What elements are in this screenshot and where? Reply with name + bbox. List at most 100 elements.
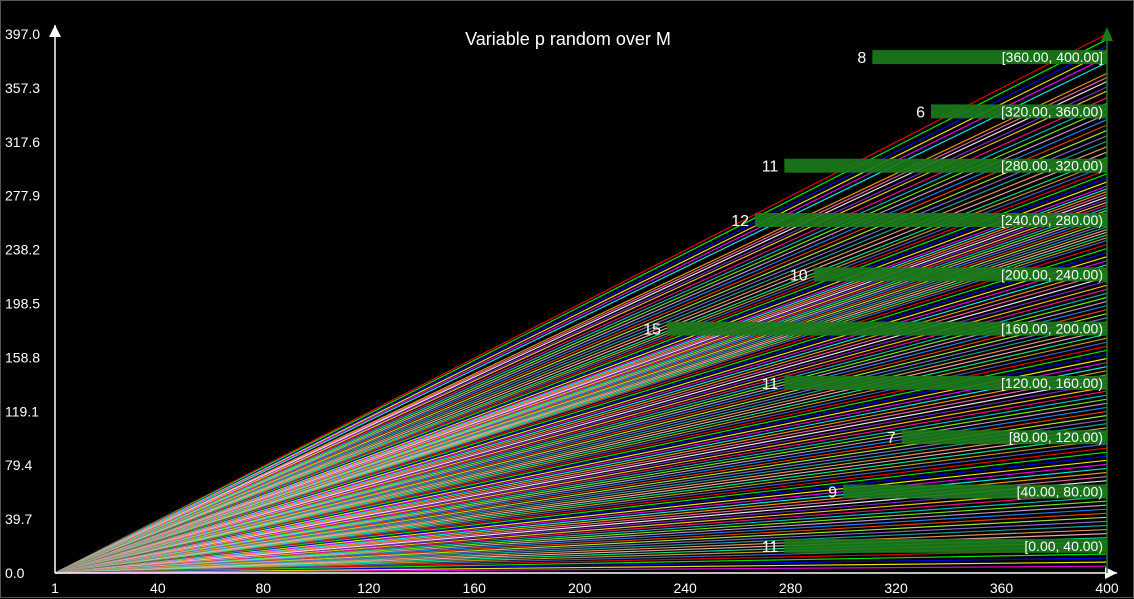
series-line <box>54 292 1108 574</box>
series-line <box>54 557 1108 574</box>
y-tick-label: 357.3 <box>5 80 40 96</box>
histogram-bin-label: [40.00, 80.00) <box>1017 484 1103 500</box>
series-line <box>54 260 1108 574</box>
x-tick-label: 1 <box>51 580 59 596</box>
series-line <box>54 374 1108 574</box>
histogram-bar <box>901 430 1107 445</box>
series-line <box>54 321 1108 574</box>
y-axis-arrow <box>49 25 61 37</box>
series-line <box>54 97 1108 574</box>
series-line <box>54 247 1108 574</box>
y-tick-label: 119.1 <box>5 403 39 419</box>
x-tick-label: 40 <box>150 580 166 596</box>
axes-layer: 0.0 39.7 79.4 119.1 158.8 198.5 238.2 277.9 317.… <box>5 25 1119 596</box>
x-tick-label: 320 <box>884 580 908 596</box>
series-line <box>54 488 1108 574</box>
series-line <box>54 129 1108 574</box>
series-line <box>54 378 1108 574</box>
series-line <box>54 451 1108 574</box>
series-line <box>54 243 1108 574</box>
series-line <box>54 45 1108 574</box>
histogram-bar <box>872 50 1107 65</box>
y-tick-label: 238.2 <box>5 242 40 258</box>
series-line <box>54 108 1108 574</box>
series-line <box>54 181 1108 574</box>
series-line <box>54 459 1108 574</box>
series-line <box>54 102 1108 574</box>
series-line <box>54 239 1108 574</box>
series-line <box>54 173 1108 574</box>
histogram-bar <box>755 213 1107 228</box>
series-line <box>54 394 1108 574</box>
histogram-count-label: 12 <box>731 213 749 230</box>
series-line <box>54 455 1108 574</box>
y-tick-label: 0.0 <box>5 565 25 581</box>
series-line <box>54 357 1108 574</box>
series-line <box>54 296 1108 574</box>
series-line <box>54 496 1108 574</box>
series-line <box>54 504 1108 574</box>
series-line <box>54 516 1108 574</box>
histogram-bar <box>931 104 1107 119</box>
series-line <box>54 317 1108 574</box>
y-tick-label: 397.0 <box>5 26 40 42</box>
series-line <box>54 549 1108 574</box>
histogram-count-label: 11 <box>762 539 779 556</box>
series-line <box>54 435 1108 574</box>
histogram-bin-label: [160.00, 200.00) <box>1001 321 1103 337</box>
histogram-bin-label: [280.00, 320.00) <box>1001 158 1103 174</box>
series-line <box>54 463 1108 574</box>
series-line <box>54 361 1108 574</box>
series-line <box>54 508 1108 574</box>
histogram-count-label: 10 <box>790 267 808 284</box>
histogram-bin-label: [80.00, 120.00) <box>1009 429 1103 445</box>
series-line <box>54 447 1108 574</box>
series-line <box>54 161 1108 574</box>
y-tick-label: 79.4 <box>5 457 32 473</box>
series-line <box>54 256 1108 574</box>
histogram-axis-arrow <box>1101 27 1113 41</box>
series-line <box>54 528 1108 574</box>
histogram-bin-label: [240.00, 280.00) <box>1001 212 1103 228</box>
series-line <box>54 313 1108 574</box>
series-line <box>54 553 1108 574</box>
series-line <box>54 524 1108 574</box>
series-line <box>54 325 1108 574</box>
series-line <box>54 124 1108 574</box>
series-line <box>54 56 1108 574</box>
series-line <box>54 33 1108 574</box>
histogram-layer: 8 [360.00, 400.00] 6 [320.00, 360.00) 11 [280… <box>643 49 1107 556</box>
x-tick-label: 80 <box>256 580 272 596</box>
series-line <box>54 423 1108 574</box>
histogram-count-label: 8 <box>857 50 866 67</box>
series-line <box>54 427 1108 574</box>
histogram-count-label: 7 <box>887 430 896 447</box>
x-tick-label: 120 <box>357 580 381 596</box>
histogram-bar <box>843 484 1107 499</box>
series-line <box>54 72 1108 574</box>
y-tick-label: 277.9 <box>5 188 40 204</box>
x-tick-label: 160 <box>463 580 487 596</box>
histogram-bin-label: [320.00, 360.00) <box>1001 103 1103 119</box>
series-line <box>54 51 1108 574</box>
series-line <box>54 38 1108 574</box>
histogram-bar <box>784 538 1107 553</box>
x-axis-arrow <box>1105 567 1117 579</box>
x-tick-label: 240 <box>673 580 697 596</box>
series-line <box>54 565 1108 574</box>
series-line <box>54 329 1108 574</box>
series-line <box>54 370 1108 574</box>
series-line <box>54 439 1108 574</box>
histogram-bin-label: [360.00, 400.00] <box>1002 49 1103 65</box>
series-line <box>54 500 1108 574</box>
series-line <box>54 366 1108 574</box>
histogram-bin-label: [200.00, 240.00) <box>1001 266 1103 282</box>
series-line <box>54 390 1108 574</box>
series-line <box>54 288 1108 574</box>
x-tick-label: 200 <box>568 580 592 596</box>
histogram-count-label: 11 <box>762 159 779 176</box>
histogram-count-label: 15 <box>643 322 661 339</box>
series-line <box>54 264 1108 574</box>
